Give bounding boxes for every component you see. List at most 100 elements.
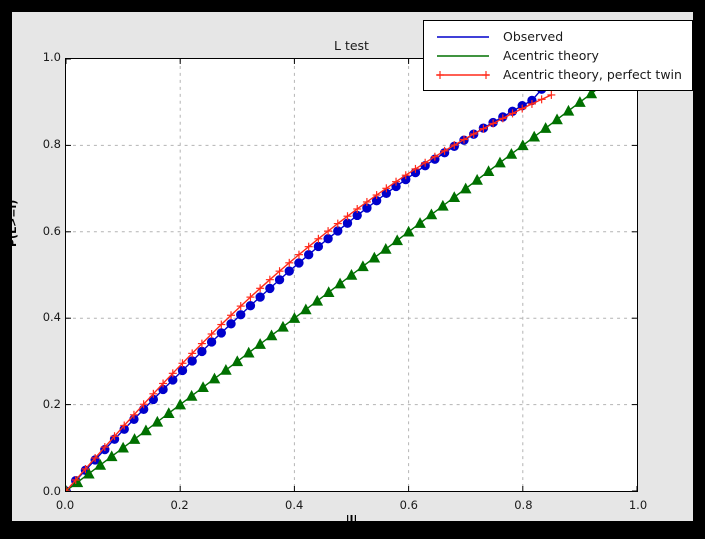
data-point-marker xyxy=(527,99,536,108)
data-point-marker xyxy=(139,400,148,409)
data-point-marker xyxy=(178,359,187,368)
data-point-marker xyxy=(197,346,207,357)
legend-swatch xyxy=(432,48,494,64)
data-point-marker xyxy=(401,171,410,180)
data-point-marker xyxy=(508,109,517,118)
data-point-marker xyxy=(151,415,164,427)
data-point-marker xyxy=(265,283,275,294)
data-point-marker xyxy=(128,433,141,444)
data-point-marker xyxy=(140,424,152,436)
data-point-marker xyxy=(345,268,358,280)
data-point-marker xyxy=(217,320,226,329)
data-point-marker xyxy=(342,218,353,228)
data-point-marker xyxy=(425,208,438,220)
data-point-marker xyxy=(414,217,426,228)
data-point-marker xyxy=(505,148,518,159)
y-tick-label: 0.6 xyxy=(42,223,61,238)
legend-item[interactable]: Observed xyxy=(432,27,682,46)
data-point-marker xyxy=(294,250,303,259)
data-point-marker xyxy=(226,319,236,329)
y-axis-tick-labels: 0.0 0.2 0.4 0.6 0.8 1.0 xyxy=(17,50,61,498)
data-point-marker xyxy=(333,219,342,228)
data-point-marker xyxy=(585,87,598,99)
y-tick-label: 0.2 xyxy=(42,397,61,412)
data-point-marker xyxy=(94,459,107,470)
data-point-marker xyxy=(149,389,158,398)
data-point-marker xyxy=(245,300,256,311)
data-point-marker xyxy=(391,234,403,246)
data-point-marker xyxy=(274,275,285,285)
data-point-marker xyxy=(494,156,506,168)
data-point-marker xyxy=(469,130,478,138)
data-point-marker xyxy=(489,119,498,128)
data-point-marker xyxy=(275,267,284,276)
data-point-marker xyxy=(227,311,236,320)
data-point-marker xyxy=(254,338,266,349)
data-point-marker xyxy=(71,476,84,488)
data-point-marker xyxy=(539,122,552,133)
data-point-marker xyxy=(207,330,216,338)
data-point-marker xyxy=(528,130,541,142)
legend-item[interactable]: Acentric theory xyxy=(432,46,682,65)
legend-swatch xyxy=(432,29,494,45)
data-point-marker xyxy=(303,250,314,260)
data-point-marker xyxy=(117,441,129,453)
data-point-marker xyxy=(162,407,175,418)
data-point-marker xyxy=(110,432,119,441)
data-point-marker xyxy=(284,266,294,276)
data-point-marker xyxy=(353,205,362,213)
series-1 xyxy=(66,75,557,491)
data-point-marker xyxy=(411,164,420,173)
data-point-marker xyxy=(174,398,187,410)
data-point-marker xyxy=(300,303,312,315)
data-point-marker xyxy=(562,104,575,116)
data-point-marker xyxy=(392,177,401,186)
data-point-marker xyxy=(372,191,381,200)
data-point-marker xyxy=(265,329,278,341)
data-point-marker xyxy=(197,381,209,393)
y-tick-label: 1.0 xyxy=(42,50,61,64)
series-line xyxy=(66,79,552,491)
data-point-marker xyxy=(231,355,244,367)
legend-item[interactable]: Acentric theory, perfect twin xyxy=(432,65,682,84)
chart-legend: Observed Acentric theory Acentric theory, … xyxy=(423,20,693,91)
y-tick-label: 0.0 xyxy=(42,484,61,498)
data-point-marker xyxy=(236,302,245,311)
data-point-marker xyxy=(304,242,313,251)
data-point-marker xyxy=(105,450,118,462)
data-point-marker xyxy=(120,421,129,430)
data-point-marker xyxy=(288,312,301,323)
data-point-marker xyxy=(343,212,352,221)
data-point-marker xyxy=(187,356,197,366)
legend-label: Observed xyxy=(503,29,564,44)
legend-line-sample xyxy=(437,35,489,38)
legend-line-sample xyxy=(436,70,490,79)
data-point-marker xyxy=(285,258,294,267)
x-axis-label: |l| xyxy=(345,513,358,526)
data-point-marker xyxy=(277,320,289,332)
data-point-marker xyxy=(459,182,472,194)
data-point-marker xyxy=(518,104,527,113)
data-point-marker xyxy=(574,96,586,107)
series-line xyxy=(66,94,552,491)
data-point-marker xyxy=(322,286,335,298)
data-point-marker xyxy=(460,135,468,144)
x-tick-label: 0.8 xyxy=(514,498,533,512)
data-point-marker xyxy=(357,260,369,272)
legend-swatch xyxy=(432,67,494,83)
data-point-marker xyxy=(362,197,371,206)
data-point-marker xyxy=(547,90,556,99)
x-tick-label: 0.2 xyxy=(170,498,189,512)
data-point-marker xyxy=(324,227,333,236)
data-point-marker xyxy=(498,114,507,123)
data-point-marker xyxy=(159,379,168,388)
series-line xyxy=(66,75,637,491)
data-point-marker xyxy=(430,152,439,161)
legend-line-sample xyxy=(437,54,489,57)
data-point-marker xyxy=(479,124,488,133)
data-point-marker xyxy=(314,234,323,243)
data-point-marker xyxy=(311,294,324,306)
legend-label: Acentric theory, perfect twin xyxy=(503,67,682,82)
x-tick-label: 0.4 xyxy=(285,498,304,512)
